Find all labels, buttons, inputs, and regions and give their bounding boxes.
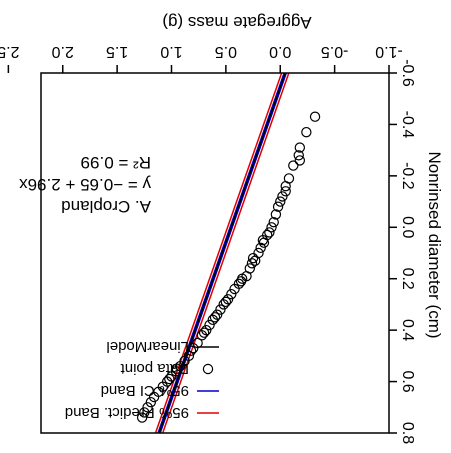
x-tick-label: 0.5 xyxy=(215,43,237,60)
x-tick-label: 2.0 xyxy=(52,43,74,60)
data-point xyxy=(266,222,277,233)
data-point xyxy=(235,276,247,287)
data-point xyxy=(215,304,226,315)
data-point xyxy=(204,319,215,331)
plot-content xyxy=(136,73,321,433)
x-axis-label: Aggregate mass (g) xyxy=(162,13,311,32)
y-tick-label: -0.2 xyxy=(399,162,416,190)
y-tick-label: 0.4 xyxy=(399,319,416,341)
x-tick-label: 2.5 xyxy=(0,43,20,60)
y-tick-label: -0.6 xyxy=(399,59,416,87)
data-point xyxy=(270,209,282,220)
data-point xyxy=(148,391,160,403)
data-point xyxy=(250,255,261,266)
data-point xyxy=(209,312,221,323)
data-point xyxy=(139,407,150,418)
plot-area xyxy=(136,73,321,433)
linear-model-line xyxy=(158,73,287,433)
data-point xyxy=(145,396,157,408)
annotation-r2: R² = 0.99 xyxy=(81,153,151,172)
x-tick-label: 0.0 xyxy=(269,43,291,60)
data-point xyxy=(309,111,321,122)
data-point xyxy=(218,299,229,310)
ci-band-lower xyxy=(157,73,285,433)
y-axis-label: Nonrinsed diameter (cm) xyxy=(425,151,444,338)
data-point xyxy=(246,258,258,269)
data-point xyxy=(280,180,291,192)
data-point xyxy=(264,227,275,238)
prediction-band-upper xyxy=(161,73,290,433)
data-point xyxy=(164,373,175,385)
data-point xyxy=(293,150,304,161)
data-point xyxy=(171,363,183,374)
data-point xyxy=(294,142,306,153)
data-point xyxy=(272,201,284,212)
data-point xyxy=(142,402,153,413)
data-point xyxy=(196,330,208,341)
data-point xyxy=(301,126,312,138)
data-point xyxy=(288,160,299,171)
y-tick-label: 0.6 xyxy=(399,370,416,392)
data-point xyxy=(277,191,288,202)
y-tick-label: 0.8 xyxy=(399,422,416,444)
legend-label: LinearModel xyxy=(106,338,189,355)
data-point xyxy=(280,186,291,197)
data-point xyxy=(268,216,279,228)
annotation-equation: y = −0.65 + 2.96x xyxy=(19,175,151,194)
data-point xyxy=(247,252,259,264)
legend-label: 95% Predict. Band xyxy=(65,404,189,421)
data-point xyxy=(185,345,197,356)
data-point xyxy=(136,412,148,423)
data-point xyxy=(198,327,210,338)
data-point xyxy=(255,242,266,254)
data-point xyxy=(257,234,269,246)
axes: -1.0 -0.5 0.0 0.5 1.0 1.5 2.0 2.5 -0.6 -0.4 -0.2 0.… xyxy=(0,43,416,444)
data-point xyxy=(220,296,232,308)
x-tick-label: 1.0 xyxy=(160,43,182,60)
legend: 95% Predict. Band 95% CI Band Data point Li… xyxy=(65,338,219,421)
y-tick-label: -0.4 xyxy=(399,111,416,139)
prediction-band-lower xyxy=(154,73,283,433)
y-tick-label: 0.0 xyxy=(399,216,416,238)
x-tick-label: -0.5 xyxy=(321,43,349,60)
plot-frame xyxy=(40,72,390,434)
x-tick-label: -1.0 xyxy=(375,43,403,60)
data-point xyxy=(188,342,199,354)
data-point xyxy=(226,288,237,300)
y-tick-label: 0.2 xyxy=(399,268,416,290)
data-point xyxy=(207,314,219,326)
legend-swatch-circle xyxy=(202,363,214,375)
data-point xyxy=(275,196,286,207)
legend-label: 95% CI Band xyxy=(101,382,189,399)
x-tick-label: 1.5 xyxy=(106,43,128,60)
annotation-species: A. Cropland xyxy=(61,197,151,216)
data-point xyxy=(294,155,306,166)
data-point xyxy=(229,283,240,295)
annotations: A. Cropland y = −0.65 + 2.96x R² = 0.99 xyxy=(19,153,151,216)
ci-band-upper xyxy=(159,73,288,433)
legend-label: Data point xyxy=(120,360,189,377)
